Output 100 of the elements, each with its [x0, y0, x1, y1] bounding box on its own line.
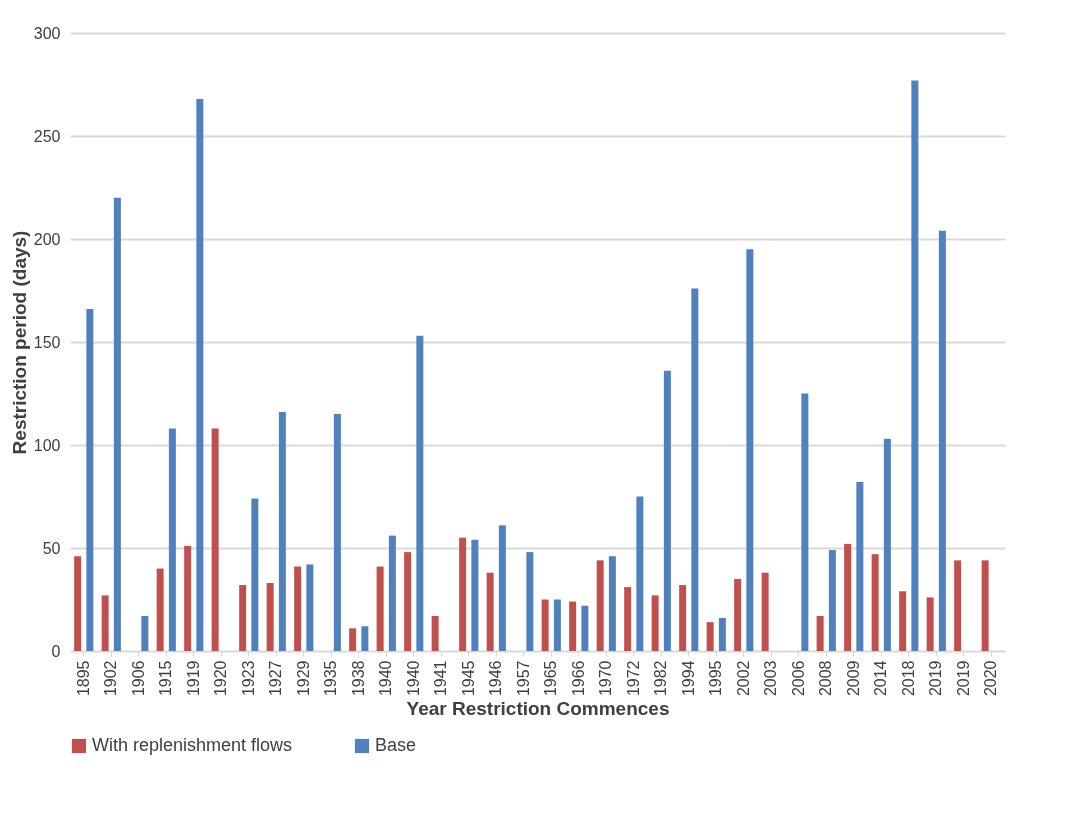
bar — [196, 98, 204, 651]
x-tick-label: 1923 — [239, 660, 257, 697]
y-tick-label: 200 — [33, 230, 61, 248]
bar — [938, 230, 946, 651]
bar — [828, 550, 836, 651]
y-tick-label: 100 — [33, 436, 61, 454]
x-tick-label: 1946 — [487, 660, 505, 697]
x-tick-label: 1927 — [267, 660, 285, 697]
bar — [844, 543, 852, 651]
x-tick-label: 2018 — [899, 660, 917, 697]
x-tick-label: 1935 — [322, 660, 340, 697]
bar — [211, 428, 219, 651]
x-tick-label: 1915 — [157, 660, 175, 697]
x-tick-label: 1970 — [597, 660, 615, 697]
bar — [431, 615, 439, 651]
bar — [734, 578, 742, 651]
bar — [761, 572, 769, 651]
bar — [746, 249, 754, 651]
bar — [184, 545, 192, 651]
bar — [691, 288, 699, 651]
x-tick-label: 1982 — [652, 660, 670, 697]
bar — [459, 537, 467, 651]
bar — [899, 591, 907, 651]
bar — [871, 554, 879, 651]
bar — [74, 556, 82, 651]
legend-label: Base — [375, 735, 417, 755]
x-tick-label: 1941 — [432, 660, 450, 697]
bar — [911, 80, 919, 651]
bar — [349, 628, 357, 651]
bar — [416, 335, 424, 651]
bar — [498, 525, 506, 651]
bar — [294, 566, 302, 651]
bar — [86, 309, 94, 651]
y-tick-label: 250 — [33, 127, 61, 145]
bar — [388, 535, 396, 651]
bar — [471, 539, 479, 651]
y-tick-label: 0 — [51, 642, 61, 660]
bar — [608, 556, 616, 651]
y-tick-label: 150 — [33, 333, 61, 351]
x-tick-label: 1957 — [514, 660, 532, 697]
bar — [816, 615, 824, 651]
bar — [718, 618, 726, 651]
bar — [624, 587, 632, 651]
x-tick-label: 2009 — [844, 660, 862, 697]
x-tick-label: 1919 — [184, 660, 202, 697]
bar — [581, 605, 589, 651]
bar — [251, 498, 259, 651]
x-tick-label: 1965 — [542, 660, 560, 697]
bar — [679, 585, 687, 651]
bar — [361, 626, 369, 651]
x-tick-label: 2006 — [789, 660, 807, 697]
bar — [596, 560, 604, 651]
bar — [141, 615, 149, 651]
bar — [541, 599, 549, 651]
x-tick-label: 2019 — [927, 660, 945, 697]
x-tick-label: 1929 — [294, 660, 312, 697]
x-tick-label: 1906 — [129, 660, 147, 697]
x-tick-label: 2019 — [954, 660, 972, 697]
x-tick-label: 2020 — [982, 660, 1000, 697]
bar — [981, 560, 989, 651]
x-tick-label: 2014 — [872, 660, 890, 697]
x-axis-title: Year Restriction Commences — [406, 698, 670, 720]
bar — [663, 370, 671, 651]
bar — [553, 599, 561, 651]
bar — [651, 595, 659, 651]
bar — [706, 622, 714, 651]
x-tick-label: 1902 — [102, 660, 120, 697]
x-tick-label: 1995 — [707, 660, 725, 697]
x-tick-label: 1972 — [624, 660, 642, 697]
x-tick-label: 2002 — [734, 660, 752, 697]
x-tick-label: 1895 — [74, 660, 92, 697]
bar — [486, 572, 494, 651]
y-tick-label: 300 — [33, 24, 61, 42]
legend-label: With replenishment flows — [92, 735, 293, 755]
bar — [113, 197, 121, 651]
bar — [954, 560, 962, 651]
bar — [278, 412, 286, 651]
bar — [156, 568, 164, 651]
bar — [856, 482, 864, 651]
x-tick-label: 1940 — [377, 660, 395, 697]
bar — [168, 428, 176, 651]
bar — [333, 414, 341, 651]
x-tick-label: 2008 — [817, 660, 835, 697]
x-tick-label: 1945 — [459, 660, 477, 697]
x-tick-label: 2003 — [762, 660, 780, 697]
x-tick-label: 1994 — [679, 660, 697, 697]
y-axis-title: Restriction period (days) — [8, 230, 30, 455]
bar — [636, 496, 644, 651]
bar — [239, 585, 247, 651]
bar — [376, 566, 384, 651]
bar — [883, 438, 891, 651]
bar — [404, 552, 412, 651]
x-tick-label: 1940 — [404, 660, 422, 697]
x-tick-label: 1966 — [569, 660, 587, 697]
bar — [801, 393, 809, 651]
x-tick-label: 1920 — [212, 660, 230, 697]
bar — [569, 601, 577, 651]
bar — [526, 552, 534, 651]
bar — [101, 595, 109, 651]
bar — [306, 564, 314, 651]
